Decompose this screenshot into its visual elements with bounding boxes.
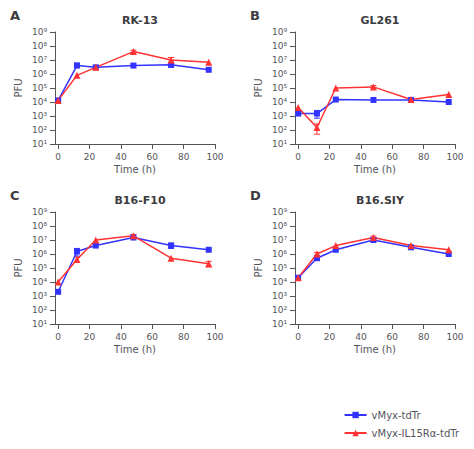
svg-text:60: 60: [147, 152, 159, 162]
svg-text:0: 0: [55, 332, 61, 342]
svg-text:10⁸: 10⁸: [272, 41, 287, 51]
svg-text:10²: 10²: [272, 125, 287, 135]
svg-text:80: 80: [418, 332, 430, 342]
svg-text:10²: 10²: [32, 305, 47, 315]
svg-text:10⁷: 10⁷: [32, 55, 47, 65]
svg-text:10⁶: 10⁶: [32, 69, 47, 79]
svg-text:10⁷: 10⁷: [272, 55, 287, 65]
svg-text:PFU: PFU: [13, 258, 24, 277]
svg-text:10⁴: 10⁴: [32, 277, 47, 287]
svg-text:20: 20: [84, 332, 96, 342]
svg-text:100: 100: [446, 152, 463, 162]
svg-text:PFU: PFU: [13, 78, 24, 97]
svg-text:10³: 10³: [32, 111, 47, 121]
svg-text:vMyx-IL15Rα-tdTr: vMyx-IL15Rα-tdTr: [372, 428, 460, 439]
svg-text:A: A: [10, 8, 20, 23]
svg-text:B: B: [250, 8, 260, 23]
svg-text:10⁸: 10⁸: [32, 41, 47, 51]
svg-text:60: 60: [387, 332, 399, 342]
svg-text:10³: 10³: [272, 111, 287, 121]
svg-text:RK-13: RK-13: [122, 14, 158, 27]
svg-text:Time (h): Time (h): [113, 164, 156, 175]
svg-text:10⁸: 10⁸: [32, 221, 47, 231]
svg-text:vMyx-tdTr: vMyx-tdTr: [372, 410, 422, 421]
svg-text:10¹: 10¹: [272, 319, 287, 329]
svg-text:10¹: 10¹: [32, 139, 47, 149]
svg-text:10⁶: 10⁶: [32, 249, 47, 259]
svg-text:10⁹: 10⁹: [32, 27, 47, 37]
svg-text:10¹: 10¹: [32, 319, 47, 329]
svg-text:0: 0: [295, 152, 301, 162]
svg-text:Time (h): Time (h): [353, 344, 396, 355]
svg-text:10⁹: 10⁹: [272, 207, 287, 217]
svg-text:10⁷: 10⁷: [272, 235, 287, 245]
svg-text:80: 80: [418, 152, 430, 162]
svg-text:B16-F10: B16-F10: [114, 194, 165, 207]
svg-text:GL261: GL261: [361, 14, 400, 27]
svg-text:10³: 10³: [272, 291, 287, 301]
svg-text:60: 60: [387, 152, 399, 162]
svg-text:60: 60: [147, 332, 159, 342]
svg-text:10⁵: 10⁵: [32, 83, 47, 93]
svg-text:10⁹: 10⁹: [32, 207, 47, 217]
svg-text:Time (h): Time (h): [353, 164, 396, 175]
svg-text:20: 20: [324, 152, 336, 162]
svg-text:10⁹: 10⁹: [272, 27, 287, 37]
svg-text:10⁴: 10⁴: [272, 97, 287, 107]
svg-text:10⁸: 10⁸: [272, 221, 287, 231]
svg-text:80: 80: [178, 152, 190, 162]
svg-text:10⁴: 10⁴: [272, 277, 287, 287]
svg-text:40: 40: [115, 332, 127, 342]
svg-text:PFU: PFU: [253, 258, 264, 277]
svg-text:PFU: PFU: [253, 78, 264, 97]
svg-text:40: 40: [115, 152, 127, 162]
svg-text:0: 0: [55, 152, 61, 162]
svg-text:Time (h): Time (h): [113, 344, 156, 355]
svg-text:40: 40: [355, 332, 367, 342]
svg-text:D: D: [250, 188, 261, 203]
svg-text:10¹: 10¹: [272, 139, 287, 149]
svg-text:10²: 10²: [272, 305, 287, 315]
svg-text:10²: 10²: [32, 125, 47, 135]
svg-text:100: 100: [206, 152, 223, 162]
svg-text:20: 20: [324, 332, 336, 342]
svg-text:10⁶: 10⁶: [272, 249, 287, 259]
svg-text:B16.SIY: B16.SIY: [356, 194, 405, 207]
svg-text:10⁵: 10⁵: [272, 83, 287, 93]
svg-text:10⁷: 10⁷: [32, 235, 47, 245]
svg-text:C: C: [10, 188, 20, 203]
svg-text:10⁵: 10⁵: [32, 263, 47, 273]
svg-text:40: 40: [355, 152, 367, 162]
svg-text:10⁵: 10⁵: [272, 263, 287, 273]
svg-text:10⁶: 10⁶: [272, 69, 287, 79]
svg-text:100: 100: [206, 332, 223, 342]
svg-text:80: 80: [178, 332, 190, 342]
svg-text:0: 0: [295, 332, 301, 342]
svg-text:100: 100: [446, 332, 463, 342]
svg-text:10³: 10³: [32, 291, 47, 301]
svg-text:10⁴: 10⁴: [32, 97, 47, 107]
svg-text:20: 20: [84, 152, 96, 162]
